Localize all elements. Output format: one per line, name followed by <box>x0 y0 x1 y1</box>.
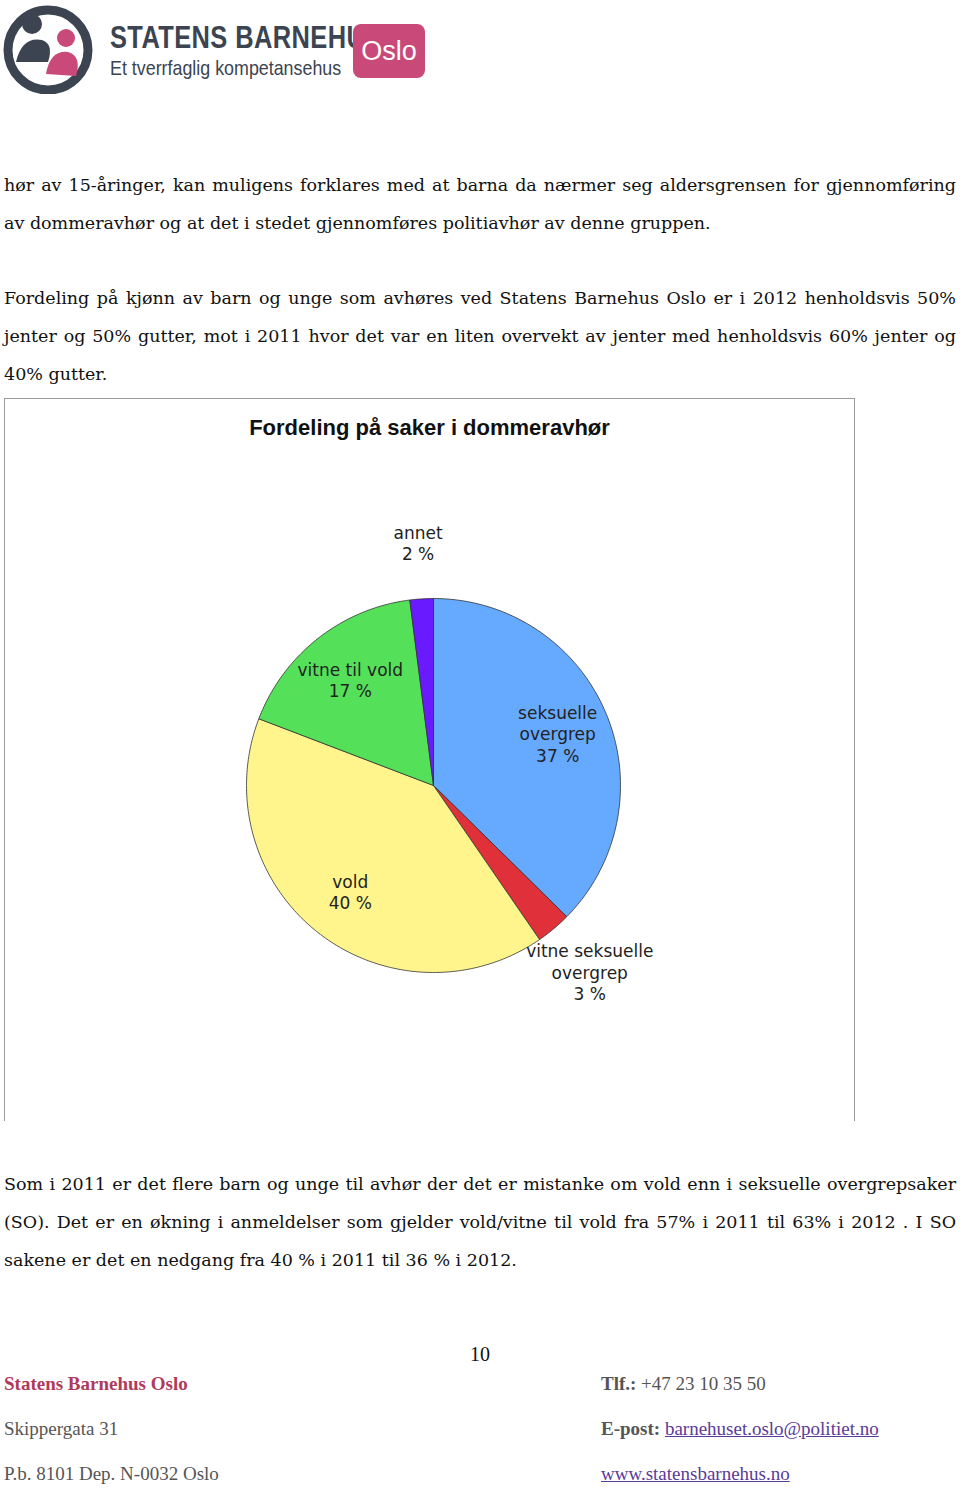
html-text:hør av 15-åringer, kan muligen: hør av 15-åringer, kan muligens forklare… <box>4 175 956 233</box>
html-text:Tlf.: +47 23 10 35 50: Tlf.: +47 23 10 35 50 <box>601 1373 766 1394</box>
svg-text:annet2 %: annet2 % <box>394 523 443 564</box>
svg-text:vitne til vold17 %: vitne til vold17 % <box>297 660 403 701</box>
html-text:Fordeling på saker i dommeravh: Fordeling på saker i dommeravhør <box>249 415 610 440</box>
html-text:Som i 2011 er det flere barn o: Som i 2011 er det flere barn og unge til… <box>4 1174 956 1270</box>
html-text:10: 10 <box>470 1343 490 1365</box>
svg-text:vold40 %: vold40 % <box>329 872 372 913</box>
html-text:Oslo: Oslo <box>361 36 417 66</box>
html-text:Et tverrfaglig kompetansehus: Et tverrfaglig kompetansehus <box>110 56 342 79</box>
html-text:Statens Barnehus Oslo: Statens Barnehus Oslo <box>4 1373 188 1394</box>
html-text:STATENS BARNEHUS: STATENS BARNEHUS <box>110 20 383 55</box>
html-text:E-post: barnehuset.oslo@politi: E-post: barnehuset.oslo@politiet.no <box>601 1418 879 1439</box>
svg-text:seksuelleovergrep37 %: seksuelleovergrep37 % <box>518 703 597 766</box>
html-text:Skippergata 31: Skippergata 31 <box>4 1418 119 1439</box>
svg-text:vitne seksuelleovergrep3 %: vitne seksuelleovergrep3 % <box>526 941 653 1004</box>
html-text:Fordeling på kjønn av barn og: Fordeling på kjønn av barn og unge som a… <box>4 288 956 384</box>
html-text:P.b. 8101 Dep. N-0032 Oslo: P.b. 8101 Dep. N-0032 Oslo <box>4 1463 219 1484</box>
html-text:www.statensbarnehus.no: www.statensbarnehus.no <box>601 1463 790 1484</box>
